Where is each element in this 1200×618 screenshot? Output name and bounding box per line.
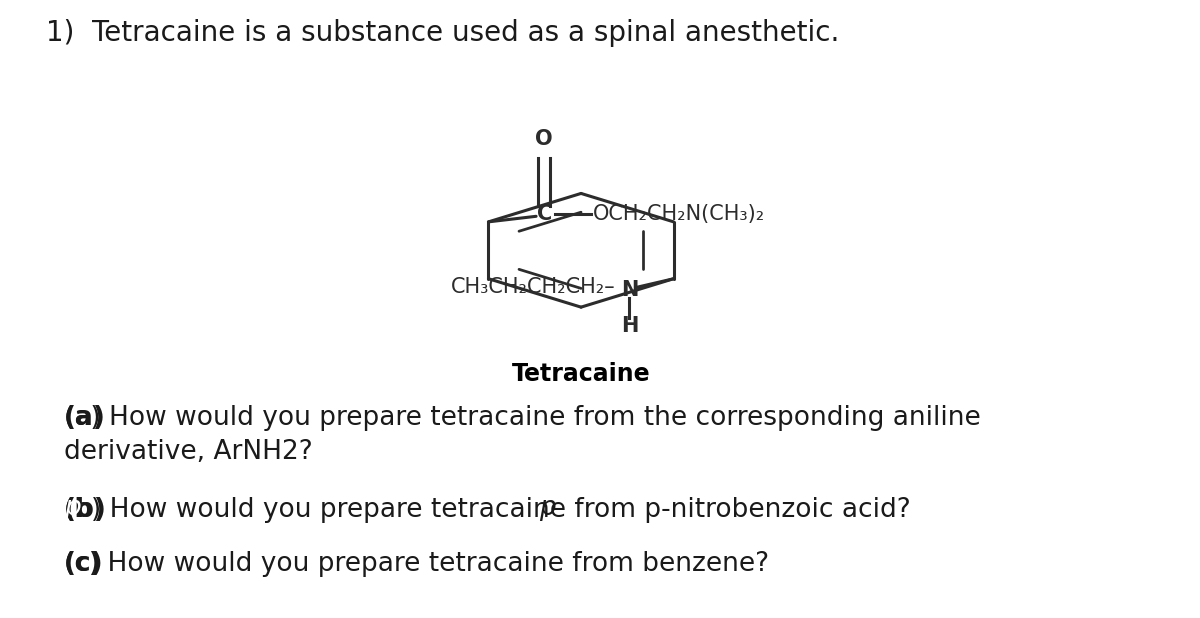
Text: OCH₂CH₂N(CH₃)₂: OCH₂CH₂N(CH₃)₂ [593, 204, 766, 224]
Text: N: N [620, 280, 638, 300]
Text: (b): (b) [64, 497, 107, 523]
Text: CH₃CH₂CH₂CH₂–: CH₃CH₂CH₂CH₂– [451, 277, 616, 297]
Text: O: O [535, 129, 553, 149]
Text: (c) How would you prepare tetracaine from benzene?: (c) How would you prepare tetracaine fro… [64, 551, 769, 577]
Text: (b) How would you prepare tetracaine from p-nitrobenzoic acid?: (b) How would you prepare tetracaine fro… [64, 497, 911, 523]
Text: (c): (c) [64, 551, 103, 577]
Text: (a): (a) [64, 405, 106, 431]
Text: C: C [536, 205, 552, 224]
Text: H: H [620, 316, 638, 336]
Text: 1)  Tetracaine is a substance used as a spinal anesthetic.: 1) Tetracaine is a substance used as a s… [47, 19, 840, 46]
Text: Tetracaine: Tetracaine [511, 362, 650, 386]
Text: $p$: $p$ [64, 497, 82, 523]
Text: $p$: $p$ [539, 497, 557, 523]
Text: (a) How would you prepare tetracaine from the corresponding aniline
derivative, : (a) How would you prepare tetracaine fro… [64, 405, 980, 465]
